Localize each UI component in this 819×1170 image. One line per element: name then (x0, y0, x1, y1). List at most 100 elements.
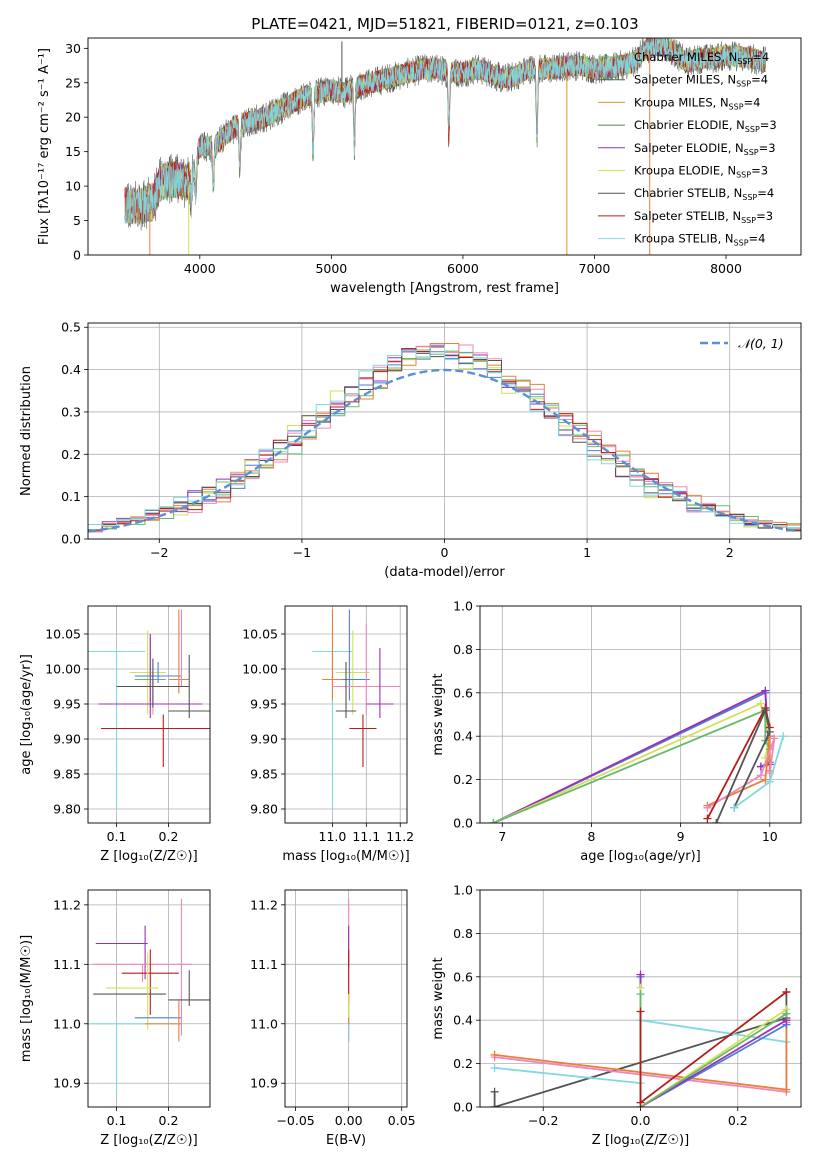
legend-label: Salpeter MILES, NSSP=4 (634, 73, 768, 89)
y-axis-label: mass [log₁₀(M/M☉)] (19, 935, 34, 1062)
x-tick-label: 1 (583, 545, 591, 560)
x-axis-label: E(B-V) (326, 1133, 366, 1148)
weight-line (706, 738, 776, 809)
y-tick-label: 10.9 (250, 1076, 278, 1091)
y-tick-label: 0.5 (61, 320, 81, 335)
x-tick-label: −0.05 (276, 1113, 314, 1128)
weight-marker (782, 987, 791, 996)
y-tick-label: 9.80 (53, 802, 81, 817)
y-tick-label: 0.2 (61, 447, 81, 462)
legend-label: Chabrier STELIB, NSSP=4 (634, 186, 774, 202)
weight-marker (765, 727, 774, 736)
y-tick-label: 0.8 (453, 926, 473, 941)
x-axis-label: Z [log₁₀(Z/Z☉)] (100, 1133, 197, 1148)
legend-label: Chabrier MILES, NSSP=4 (634, 50, 769, 66)
x-tick-label: 8000 (710, 261, 742, 276)
y-axis-label: age [log₁₀(age/yr)] (19, 654, 34, 775)
x-axis-label: mass [log₁₀(M/M☉)] (282, 849, 409, 864)
legend-label: Kroupa ELODIE, NSSP=3 (634, 164, 768, 180)
y-tick-label: 10 (65, 179, 81, 194)
data-point (100, 714, 210, 767)
x-tick-label: 0.05 (388, 1113, 416, 1128)
axes-frame (284, 605, 408, 824)
data-point (121, 949, 179, 1015)
x-tick-label: 4000 (184, 261, 216, 276)
y-tick-label: 0.8 (453, 642, 473, 657)
axes-weight-vs-age: 7 8 9 10 0.0 0.2 0.4 0.6 0.8 1.0 age [log₁₀(age/yr… (431, 599, 802, 864)
y-axis-label: Flux [fλ10⁻¹⁷ erg cm⁻² s⁻¹ A⁻¹] (37, 48, 52, 245)
y-tick-label: 0.2 (453, 1056, 473, 1071)
weight-line (715, 707, 771, 823)
data-point (168, 655, 210, 718)
data-point (168, 970, 210, 1006)
x-axis-label: Z [log₁₀(Z/Z☉)] (592, 1133, 689, 1148)
x-tick-label: 0 (441, 545, 449, 560)
y-tick-label: 11.1 (250, 957, 278, 972)
weight-marker (782, 1009, 791, 1018)
x-axis-label: Z [log₁₀(Z/Z☉)] (100, 849, 197, 864)
x-tick-label: 0.0 (631, 1113, 651, 1128)
weight-marker (489, 819, 498, 823)
data-point (332, 623, 401, 715)
y-tick-label: 9.95 (53, 697, 81, 712)
x-tick-label: 0.1 (107, 1113, 127, 1128)
y-tick-label: 11.0 (53, 1016, 81, 1031)
weight-marker (761, 686, 770, 695)
axes-age-vs-Z: 0.1 0.2 9.80 9.85 9.90 9.95 10.00 10.05 Z [log₁₀… (19, 605, 211, 864)
legend-label: Chabrier ELODIE, NSSP=3 (634, 118, 777, 134)
legend-label: Kroupa STELIB, NSSP=4 (634, 232, 765, 248)
weight-series (730, 732, 788, 812)
weight-marker (636, 990, 645, 999)
y-tick-label: 0.0 (61, 532, 81, 547)
series-line (124, 38, 766, 225)
x-tick-label: 2 (726, 545, 734, 560)
y-tick-label: 0.1 (61, 489, 81, 504)
x-axis-label: (data-model)/error (384, 565, 505, 580)
y-tick-label: 25 (65, 75, 81, 90)
legend-label: Salpeter STELIB, NSSP=3 (634, 209, 773, 225)
weight-marker (761, 775, 770, 784)
weight-series (636, 990, 791, 1107)
weight-marker (765, 777, 774, 786)
data-point (88, 1023, 146, 1096)
weight-marker (636, 1098, 645, 1107)
axes-residuals: −2 −1 0 1 2 0.0 0.1 0.2 0.3 0.4 0.5 (data-model)/er… (19, 320, 802, 580)
y-tick-label: 10.00 (45, 662, 81, 677)
weight-marker (490, 1103, 499, 1107)
data-point (322, 609, 343, 701)
y-tick-label: 9.85 (250, 767, 278, 782)
axes-frame (87, 605, 211, 824)
y-tick-label: 1.0 (453, 883, 473, 898)
x-tick-label: 7 (498, 829, 506, 844)
x-axis-label: age [log₁₀(age/yr)] (580, 849, 701, 864)
y-tick-label: 10.05 (45, 627, 81, 642)
x-tick-label: 0.2 (159, 829, 179, 844)
data-point (129, 630, 166, 715)
weight-marker (490, 1087, 499, 1096)
x-tick-label: −2 (150, 545, 168, 560)
x-axis-label: wavelength [Angstrom, rest frame] (330, 281, 559, 296)
x-tick-label: 0.2 (159, 1113, 179, 1128)
weight-line (493, 708, 771, 823)
y-tick-label: 0.3 (61, 404, 81, 419)
data-point (98, 634, 203, 718)
weight-marker (770, 734, 779, 743)
axes-age-vs-mass: 11.0 11.1 11.2 9.80 9.85 9.90 9.95 10.00 10.05 ma… (242, 605, 414, 864)
axes-spectrum: 4000 5000 6000 7000 8000 0 5 10 15 20 25 30 waveleng… (37, 37, 802, 296)
data-point (335, 662, 357, 718)
y-tick-label: 20 (65, 110, 81, 125)
weight-series (636, 987, 791, 1107)
y-tick-label: 0 (73, 248, 81, 263)
y-tick-label: 0.4 (453, 729, 473, 744)
x-tick-label: 11.1 (352, 829, 380, 844)
x-tick-label: −1 (293, 545, 311, 560)
axes-mass-vs-Z: 0.1 0.2 10.9 11.0 11.1 11.2 Z [log₁₀(Z/Z☉)] mas… (19, 889, 211, 1148)
weight-marker (782, 1085, 791, 1094)
axes-frame (284, 889, 408, 1108)
y-tick-label: 0.6 (453, 685, 473, 700)
histogram-step (88, 345, 801, 534)
y-tick-label: 0.0 (453, 1100, 473, 1115)
weight-marker (779, 732, 788, 741)
panels: 4000 5000 6000 7000 8000051015202530waveleng… (19, 37, 802, 1148)
y-tick-label: 0.4 (61, 362, 81, 377)
